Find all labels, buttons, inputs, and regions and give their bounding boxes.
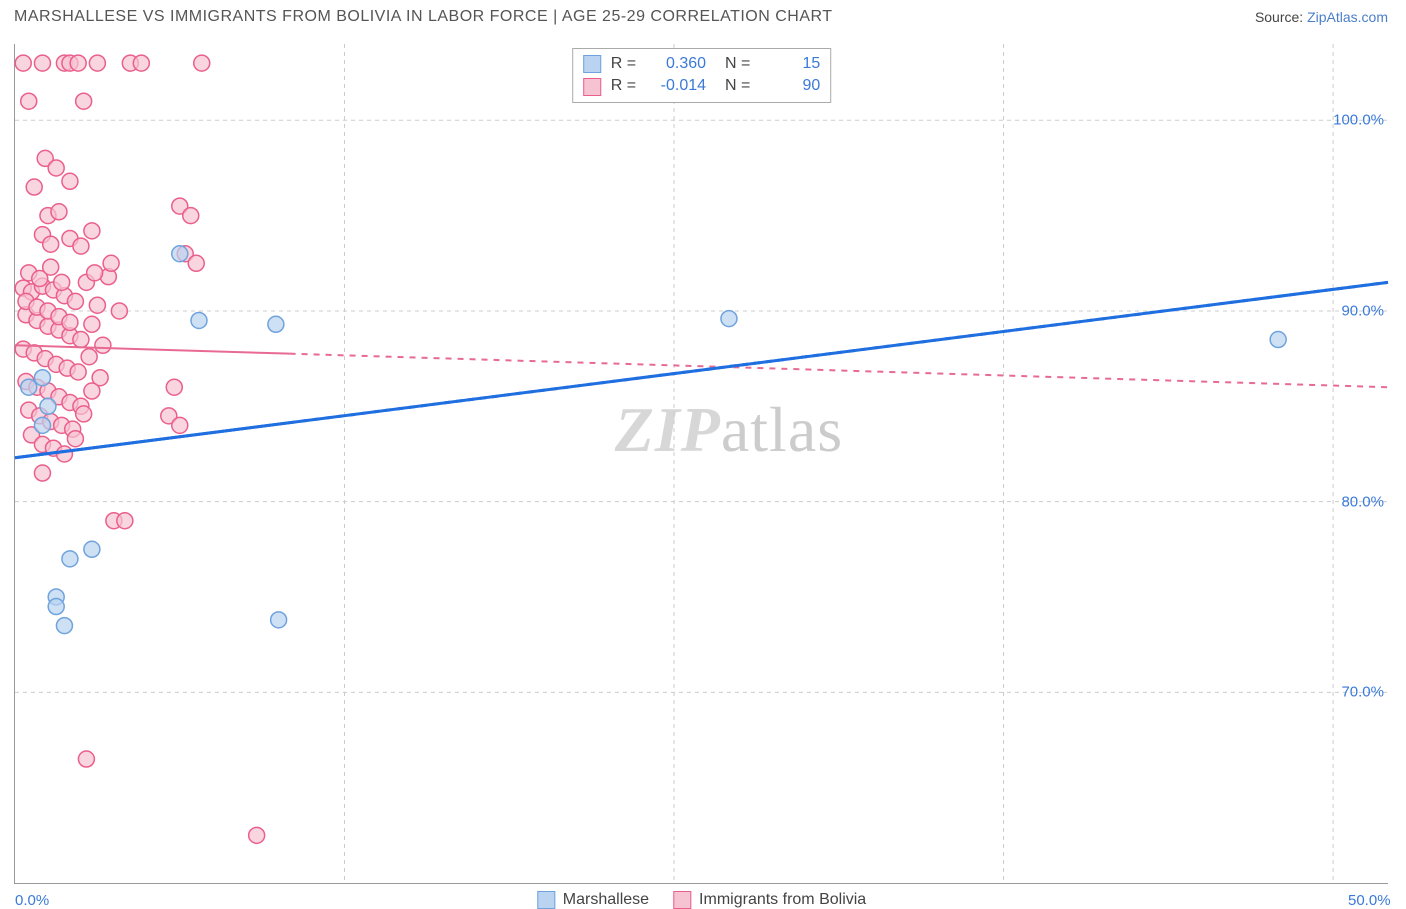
legend-item-bolivia: Immigrants from Bolivia [673, 891, 866, 909]
header: MARSHALLESE VS IMMIGRANTS FROM BOLIVIA I… [0, 0, 1406, 30]
n-value-marshallese: 15 [760, 53, 820, 75]
stats-legend: R = 0.360 N = 15 R = -0.014 N = 90 [572, 48, 832, 103]
r-label: R = [611, 75, 636, 97]
source-link[interactable]: ZipAtlas.com [1307, 9, 1388, 25]
n-label: N = [716, 75, 750, 97]
r-value-bolivia: -0.014 [646, 75, 706, 97]
y-tick-label: 70.0% [1341, 684, 1384, 701]
swatch-bolivia [583, 78, 601, 96]
legend-label-bolivia: Immigrants from Bolivia [699, 891, 866, 909]
chart-title: MARSHALLESE VS IMMIGRANTS FROM BOLIVIA I… [14, 8, 833, 26]
y-tick-label: 80.0% [1341, 493, 1384, 510]
y-tick-label: 100.0% [1333, 112, 1384, 129]
source-label: Source: [1255, 9, 1307, 25]
swatch-marshallese [583, 55, 601, 73]
scatter-plot [15, 44, 1388, 883]
n-value-bolivia: 90 [760, 75, 820, 97]
r-value-marshallese: 0.360 [646, 53, 706, 75]
series-legend: Marshallese Immigrants from Bolivia [537, 891, 866, 909]
x-tick-label: 50.0% [1348, 892, 1391, 909]
swatch-marshallese [537, 891, 555, 909]
stats-row-marshallese: R = 0.360 N = 15 [583, 53, 821, 75]
legend-label-marshallese: Marshallese [563, 891, 649, 909]
r-label: R = [611, 53, 636, 75]
legend-item-marshallese: Marshallese [537, 891, 649, 909]
swatch-bolivia [673, 891, 691, 909]
n-label: N = [716, 53, 750, 75]
y-tick-label: 90.0% [1341, 302, 1384, 319]
x-tick-label: 0.0% [15, 892, 49, 909]
chart-area: In Labor Force | Age 25-29 ZIPatlas R = … [14, 44, 1388, 884]
stats-row-bolivia: R = -0.014 N = 90 [583, 75, 821, 97]
source: Source: ZipAtlas.com [1255, 9, 1388, 25]
